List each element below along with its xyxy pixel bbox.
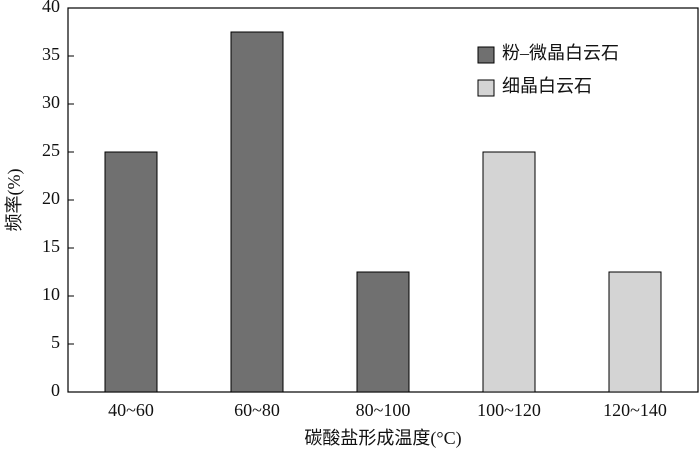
y-tick-label: 40 xyxy=(42,0,60,16)
x-tick-label: 100~120 xyxy=(477,400,541,420)
y-tick-label: 30 xyxy=(42,92,60,112)
x-tick-label: 80~100 xyxy=(356,400,411,420)
y-tick-label: 25 xyxy=(42,140,60,160)
x-tick-label: 60~80 xyxy=(234,400,280,420)
x-tick-label: 120~140 xyxy=(603,400,667,420)
y-tick-label: 20 xyxy=(42,188,60,208)
y-tick-label: 0 xyxy=(51,380,60,400)
bar xyxy=(230,31,284,393)
x-tick-label: 40~60 xyxy=(108,400,154,420)
bar xyxy=(104,151,158,393)
y-axis-title: 频率(%) xyxy=(4,169,25,232)
legend-swatch xyxy=(477,79,495,97)
legend-label: 细晶白云石 xyxy=(502,76,592,96)
bar xyxy=(356,271,410,393)
y-tick-label: 35 xyxy=(42,44,60,64)
y-tick-label: 15 xyxy=(42,236,60,256)
y-tick-label: 5 xyxy=(51,332,60,352)
bar xyxy=(608,271,662,393)
legend-label: 粉–微晶白云石 xyxy=(502,43,619,63)
y-tick-label: 10 xyxy=(42,284,60,304)
x-axis-title: 碳酸盐形成温度(°C) xyxy=(304,428,461,449)
bar xyxy=(482,151,536,393)
legend-swatch xyxy=(477,46,495,64)
